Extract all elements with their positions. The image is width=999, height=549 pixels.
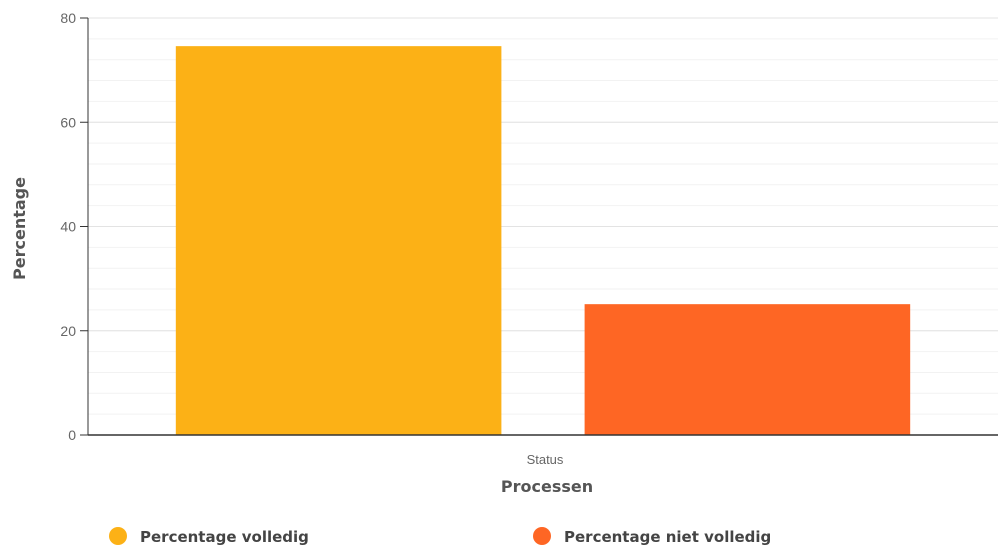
- legend-label: Percentage niet volledig: [564, 528, 771, 546]
- bar-percentage-volledig[interactable]: [175, 46, 502, 436]
- bars: [175, 46, 911, 436]
- x-category-label: Status: [527, 452, 564, 467]
- y-tick-label: 20: [60, 323, 76, 339]
- x-axis-title: Processen: [501, 477, 593, 496]
- x-axis-categories: Status: [527, 452, 564, 467]
- y-tick-label: 40: [60, 219, 76, 235]
- legend: Percentage volledig Percentage niet volle…: [109, 527, 771, 546]
- y-axis-ticks: 0 20 40 60 80: [60, 10, 88, 443]
- y-tick-label: 0: [68, 427, 76, 443]
- y-tick-label: 80: [60, 10, 76, 26]
- legend-item[interactable]: Percentage niet volledig: [533, 527, 771, 546]
- y-tick-label: 60: [60, 114, 76, 130]
- legend-swatch: [533, 527, 551, 545]
- legend-swatch: [109, 527, 127, 545]
- legend-item[interactable]: Percentage volledig: [109, 527, 309, 546]
- y-axis-title: Percentage: [10, 177, 29, 280]
- bar-percentage-niet-volledig[interactable]: [584, 304, 911, 435]
- legend-label: Percentage volledig: [140, 528, 309, 546]
